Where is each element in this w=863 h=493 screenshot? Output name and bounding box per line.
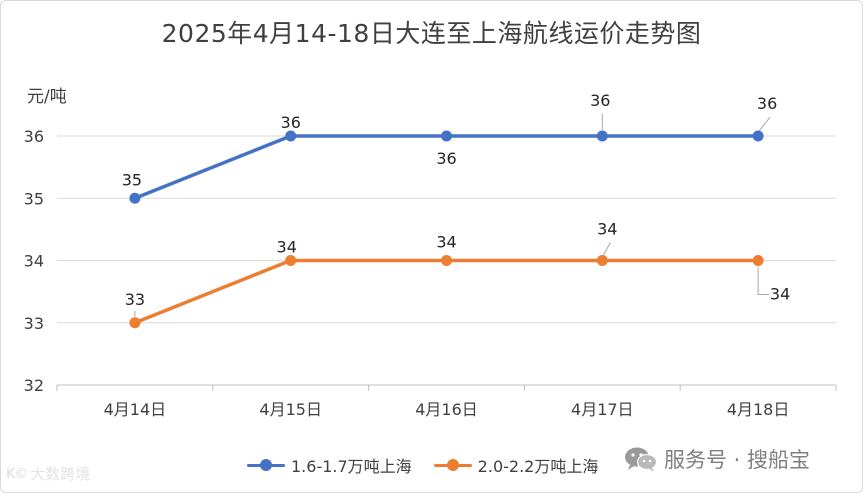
series-1-point [596,130,608,142]
series-2-point [596,255,608,266]
y-tick-label: 34 [24,252,44,271]
data-label-leader [602,242,611,256]
legend-item-series-2[interactable]: 2.0-2.2万吨上海 [433,453,599,477]
series-1-data-label: 36 [590,91,610,110]
series-2-point [752,255,764,266]
x-tick-label: 4月18日 [727,400,790,419]
series-1-point [441,130,452,142]
y-tick-label: 36 [24,127,44,146]
series-2-line [133,258,760,325]
chart-legend: 1.6-1.7万吨上海 2.0-2.2万吨上海 [247,453,620,477]
watermark-left-text: 大数跨境 [30,465,91,483]
legend-swatch-series-2 [433,459,472,471]
data-label-leader [758,116,771,132]
series-2-data-label: 34 [597,220,617,239]
series-1-data-label: 35 [122,170,142,189]
series-2-point [129,317,141,329]
watermark-right-text: 服务号 · 搜船宝 [664,448,811,472]
data-label-leader [757,266,770,295]
series-1-data-label: 36 [757,94,777,113]
x-tick-label: 4月14日 [104,400,167,419]
watermark-service-account: 服务号 · 搜船宝 [624,444,810,474]
x-tick-label: 4月17日 [571,400,634,419]
series-2-point [285,255,297,266]
wechat-icon [625,447,658,472]
series-1-point [129,192,141,204]
legend-label-series-2: 2.0-2.2万吨上海 [477,457,599,476]
y-tick-label: 33 [24,314,44,333]
watermark-brand: K© 大数跨境 [6,463,90,484]
legend-label-series-1: 1.6-1.7万吨上海 [291,457,412,476]
x-tick-label: 4月15日 [259,400,322,419]
series-2-data-label: 34 [770,285,790,304]
y-tick-label: 35 [24,189,44,208]
chart-title: 2025年4月14-18日大连至上海航线运价走势图 [161,19,702,48]
series-1-data-label: 36 [436,149,456,168]
brand-logo-icon: K© [6,465,28,482]
x-tick-label: 4月16日 [415,400,478,419]
series-2-point [441,255,452,266]
legend-swatch-series-1 [247,459,285,471]
series-2-data-label: 33 [125,290,145,309]
series-1-point [752,130,764,142]
series-1-point [285,130,297,142]
series-1-data-label: 36 [281,113,301,132]
y-tick-label: 32 [24,376,44,395]
legend-item-series-1[interactable]: 1.6-1.7万吨上海 [247,453,412,477]
series-2-data-label: 34 [436,233,456,252]
y-axis-unit-label: 元/吨 [27,87,67,107]
series-2-data-label: 34 [277,238,297,257]
